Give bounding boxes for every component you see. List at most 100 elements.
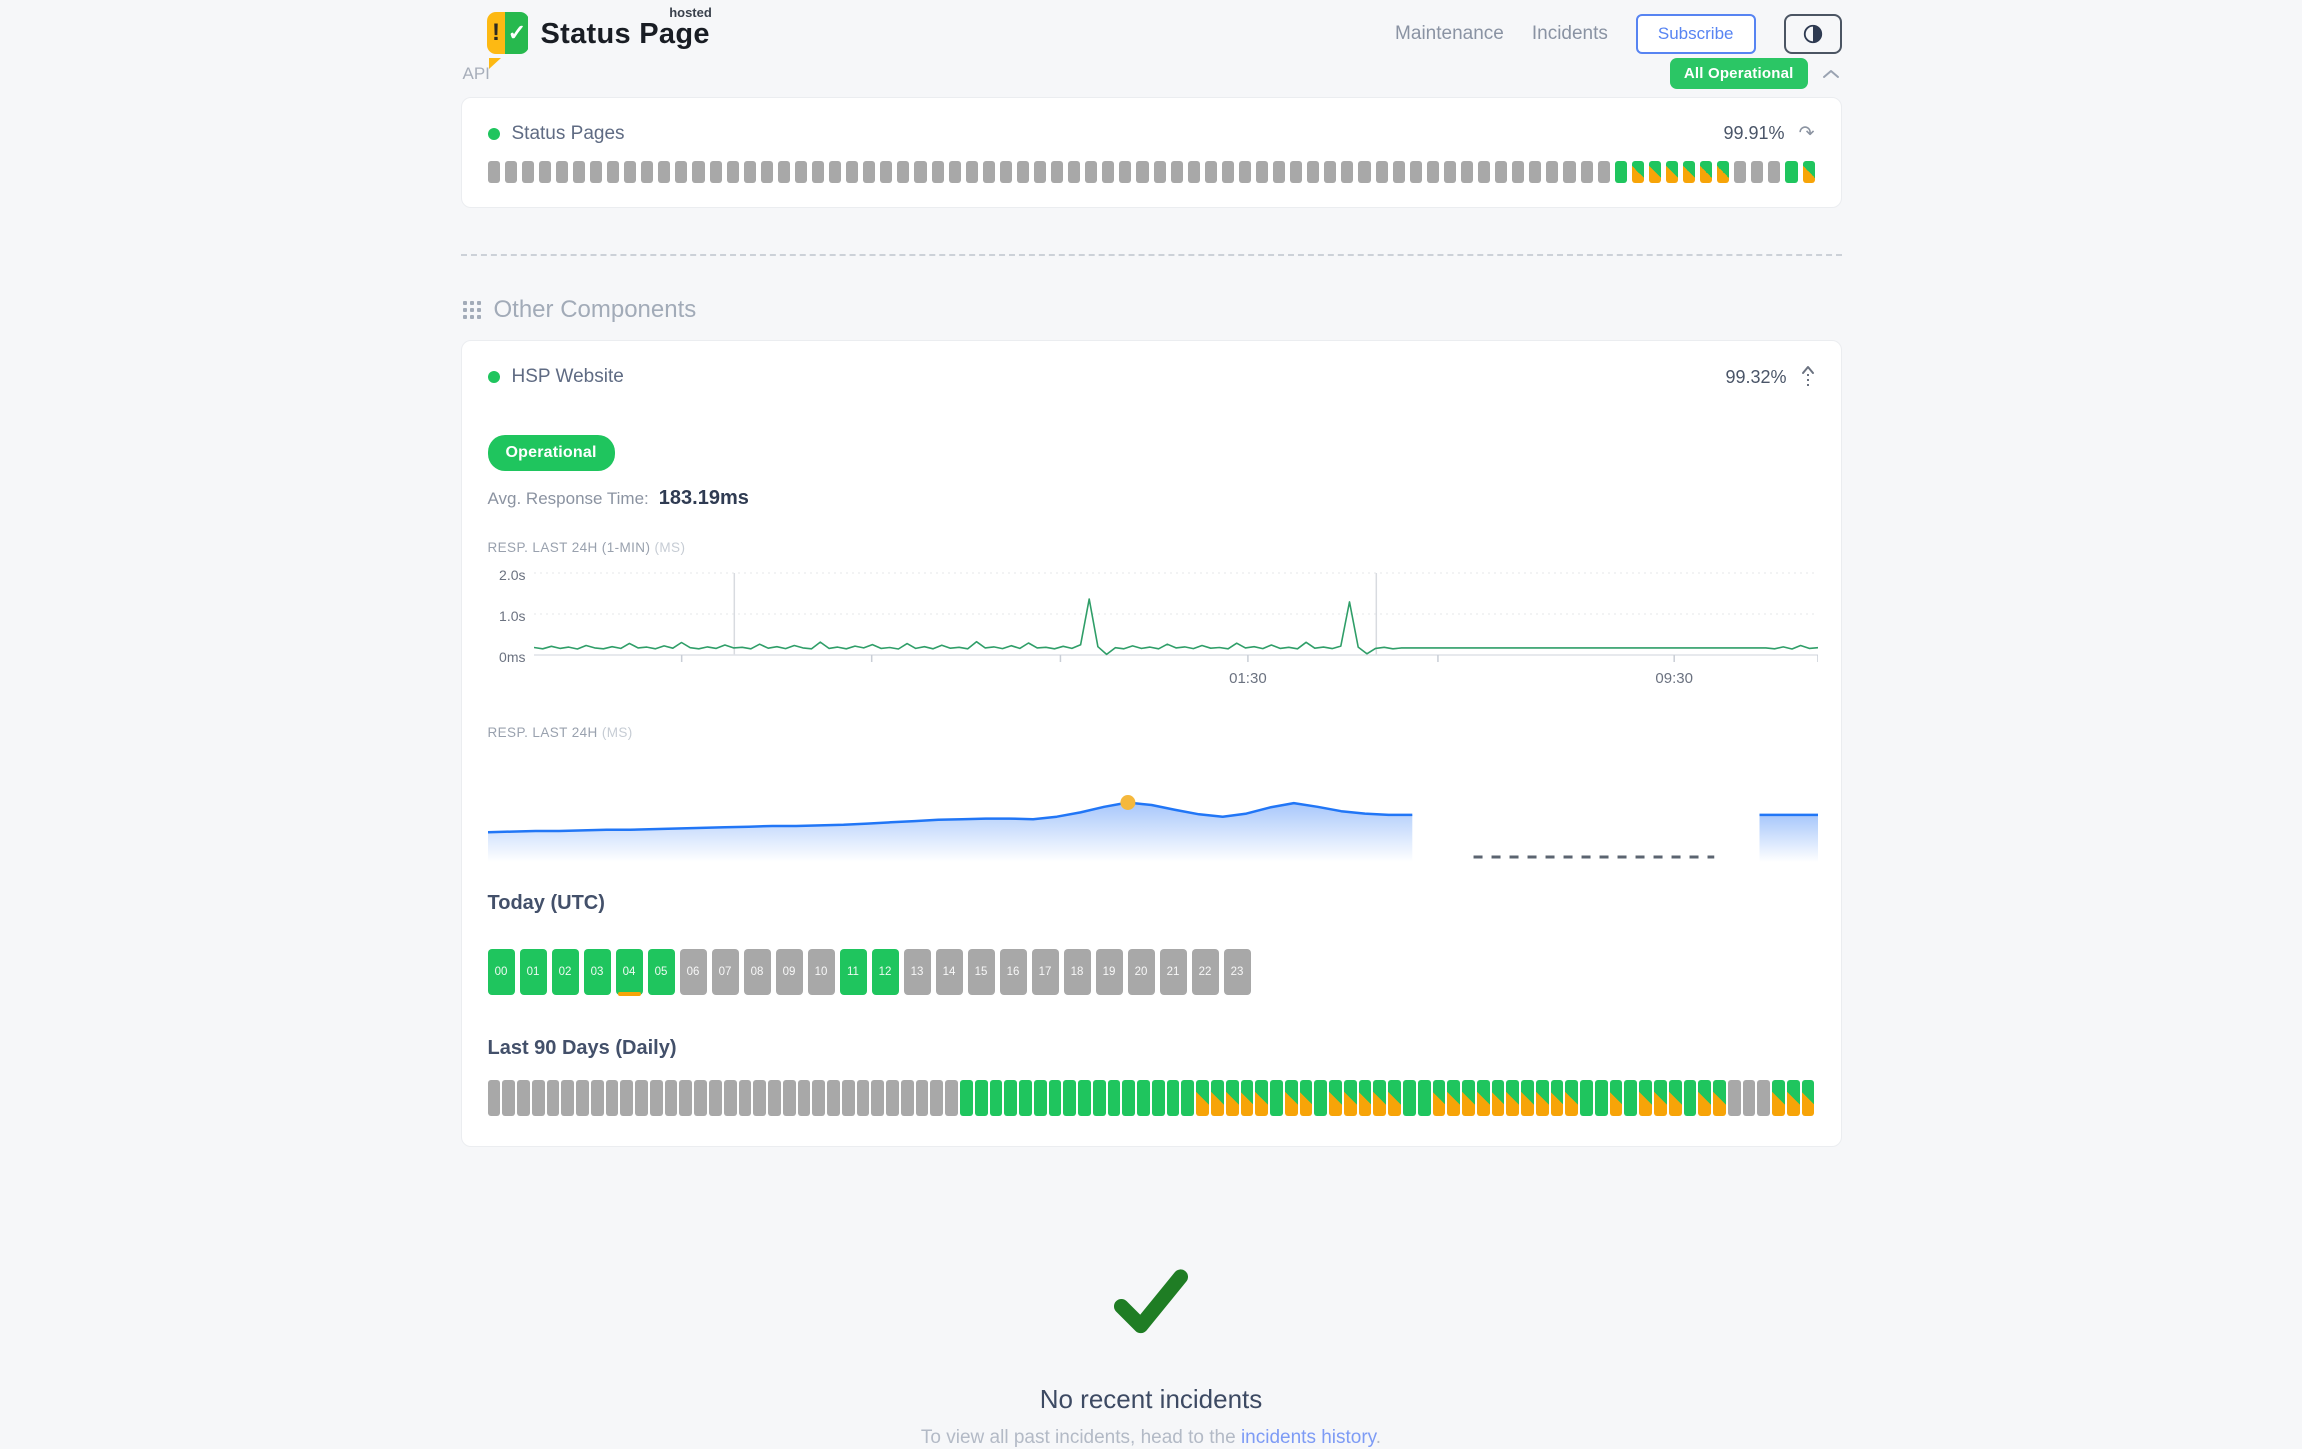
uptime-bar[interactable] <box>948 161 961 183</box>
uptime-bar[interactable] <box>1727 1080 1741 1116</box>
uptime-bar[interactable] <box>1580 1080 1593 1116</box>
uptime-bar[interactable] <box>1801 1080 1815 1116</box>
uptime-bar[interactable] <box>620 1080 634 1116</box>
uptime-bar[interactable] <box>589 161 603 183</box>
uptime-bar[interactable] <box>1529 161 1542 183</box>
uptime-bar[interactable] <box>1495 161 1508 183</box>
uptime-bar[interactable] <box>502 1080 516 1116</box>
uptime-bar[interactable] <box>1565 1080 1579 1116</box>
uptime-bar[interactable] <box>1092 1080 1106 1116</box>
uptime-bar[interactable] <box>694 1080 707 1116</box>
uptime-bar[interactable] <box>1034 161 1047 183</box>
hour-block[interactable]: 16 <box>999 949 1027 995</box>
uptime-bar[interactable] <box>1375 161 1388 183</box>
uptime-bar[interactable] <box>1609 1080 1623 1116</box>
uptime-bar[interactable] <box>965 161 978 183</box>
uptime-bar[interactable] <box>708 1080 722 1116</box>
uptime-bar[interactable] <box>1225 1080 1239 1116</box>
uptime-bar[interactable] <box>1063 1080 1077 1116</box>
uptime-bar[interactable] <box>1102 161 1115 183</box>
hour-block[interactable]: 20 <box>1127 949 1155 995</box>
uptime-bar[interactable] <box>1682 161 1696 183</box>
uptime-bar[interactable] <box>572 161 585 183</box>
uptime-bar[interactable] <box>1119 161 1132 183</box>
uptime-bar[interactable] <box>897 161 910 183</box>
uptime-bar[interactable] <box>521 161 534 183</box>
uptime-bar[interactable] <box>782 1080 796 1116</box>
uptime-bar[interactable] <box>1392 161 1405 183</box>
uptime-bar[interactable] <box>1462 1080 1475 1116</box>
uptime-bar[interactable] <box>1204 161 1217 183</box>
uptime-bar[interactable] <box>1521 1080 1534 1116</box>
uptime-bar[interactable] <box>576 1080 589 1116</box>
uptime-bar[interactable] <box>1460 161 1474 183</box>
uptime-bar[interactable] <box>974 1080 988 1116</box>
uptime-bar[interactable] <box>675 161 688 183</box>
uptime-bar[interactable] <box>777 161 790 183</box>
uptime-bar[interactable] <box>1290 161 1303 183</box>
uptime-bar[interactable] <box>649 1080 663 1116</box>
uptime-bar[interactable] <box>561 1080 575 1116</box>
uptime-bar[interactable] <box>1668 1080 1682 1116</box>
uptime-bar[interactable] <box>1240 1080 1254 1116</box>
theme-toggle-button[interactable] <box>1783 14 1842 54</box>
uptime-bar[interactable] <box>607 161 620 183</box>
uptime-bar[interactable] <box>797 1080 811 1116</box>
uptime-bar[interactable] <box>1324 161 1337 183</box>
uptime-bar[interactable] <box>1757 1080 1771 1116</box>
uptime-bar[interactable] <box>658 161 671 183</box>
uptime-bar[interactable] <box>1196 1080 1210 1116</box>
uptime-bar[interactable] <box>1019 1080 1032 1116</box>
uptime-bar[interactable] <box>723 1080 737 1116</box>
uptime-bar[interactable] <box>982 161 995 183</box>
uptime-bar[interactable] <box>1273 161 1286 183</box>
uptime-bar[interactable] <box>624 161 637 183</box>
uptime-bar[interactable] <box>1107 1080 1121 1116</box>
uptime-bar[interactable] <box>1713 1080 1726 1116</box>
hour-block[interactable]: 21 <box>1159 949 1187 995</box>
uptime-bar[interactable] <box>1535 1080 1549 1116</box>
uptime-bar[interactable] <box>880 161 893 183</box>
uptime-bar[interactable] <box>1181 1080 1195 1116</box>
uptime-bar[interactable] <box>989 1080 1003 1116</box>
hour-block[interactable]: 17 <box>1031 949 1059 995</box>
monitor-row[interactable]: HSP Website 99.32% <box>487 365 1815 389</box>
uptime-bar[interactable] <box>931 161 944 183</box>
uptime-bar[interactable] <box>1151 1080 1165 1116</box>
hour-block[interactable]: 23 <box>1223 949 1251 995</box>
uptime-bar[interactable] <box>1170 161 1183 183</box>
uptime-bar[interactable] <box>590 1080 604 1116</box>
uptime-bar[interactable] <box>1402 1080 1416 1116</box>
uptime-bar[interactable] <box>1786 1080 1800 1116</box>
uptime-bar[interactable] <box>641 161 654 183</box>
hour-block[interactable]: 18 <box>1063 949 1091 995</box>
uptime-bar[interactable] <box>1078 1080 1091 1116</box>
hour-block[interactable]: 10 <box>807 949 835 995</box>
uptime-bar[interactable] <box>487 161 500 183</box>
uptime-bar[interactable] <box>555 161 568 183</box>
hour-block[interactable]: 01 <box>519 949 547 995</box>
hour-block[interactable]: 14 <box>935 949 963 995</box>
uptime-bar[interactable] <box>863 161 876 183</box>
uptime-bar[interactable] <box>1639 1080 1652 1116</box>
uptime-bar[interactable] <box>1048 1080 1062 1116</box>
uptime-bar[interactable] <box>1085 161 1098 183</box>
uptime-bar[interactable] <box>1597 161 1610 183</box>
uptime-bar[interactable] <box>1426 161 1439 183</box>
uptime-bar[interactable] <box>1033 1080 1047 1116</box>
uptime-bar[interactable] <box>1785 161 1798 183</box>
uptime-bar[interactable] <box>1004 1080 1018 1116</box>
chevron-up-icon[interactable] <box>1822 69 1840 79</box>
uptime-bar[interactable] <box>487 1080 501 1116</box>
uptime-bar[interactable] <box>709 161 722 183</box>
arrow-up-icon[interactable] <box>1801 365 1815 389</box>
uptime-bar[interactable] <box>1358 161 1371 183</box>
uptime-bar[interactable] <box>856 1080 870 1116</box>
uptime-bar[interactable] <box>726 161 739 183</box>
uptime-bar[interactable] <box>1314 1080 1328 1116</box>
uptime-bar[interactable] <box>1700 161 1713 183</box>
uptime-bar[interactable] <box>1388 1080 1401 1116</box>
uptime-bar[interactable] <box>743 161 756 183</box>
hour-block[interactable]: 00 <box>487 949 515 995</box>
hour-block[interactable]: 09 <box>775 949 803 995</box>
